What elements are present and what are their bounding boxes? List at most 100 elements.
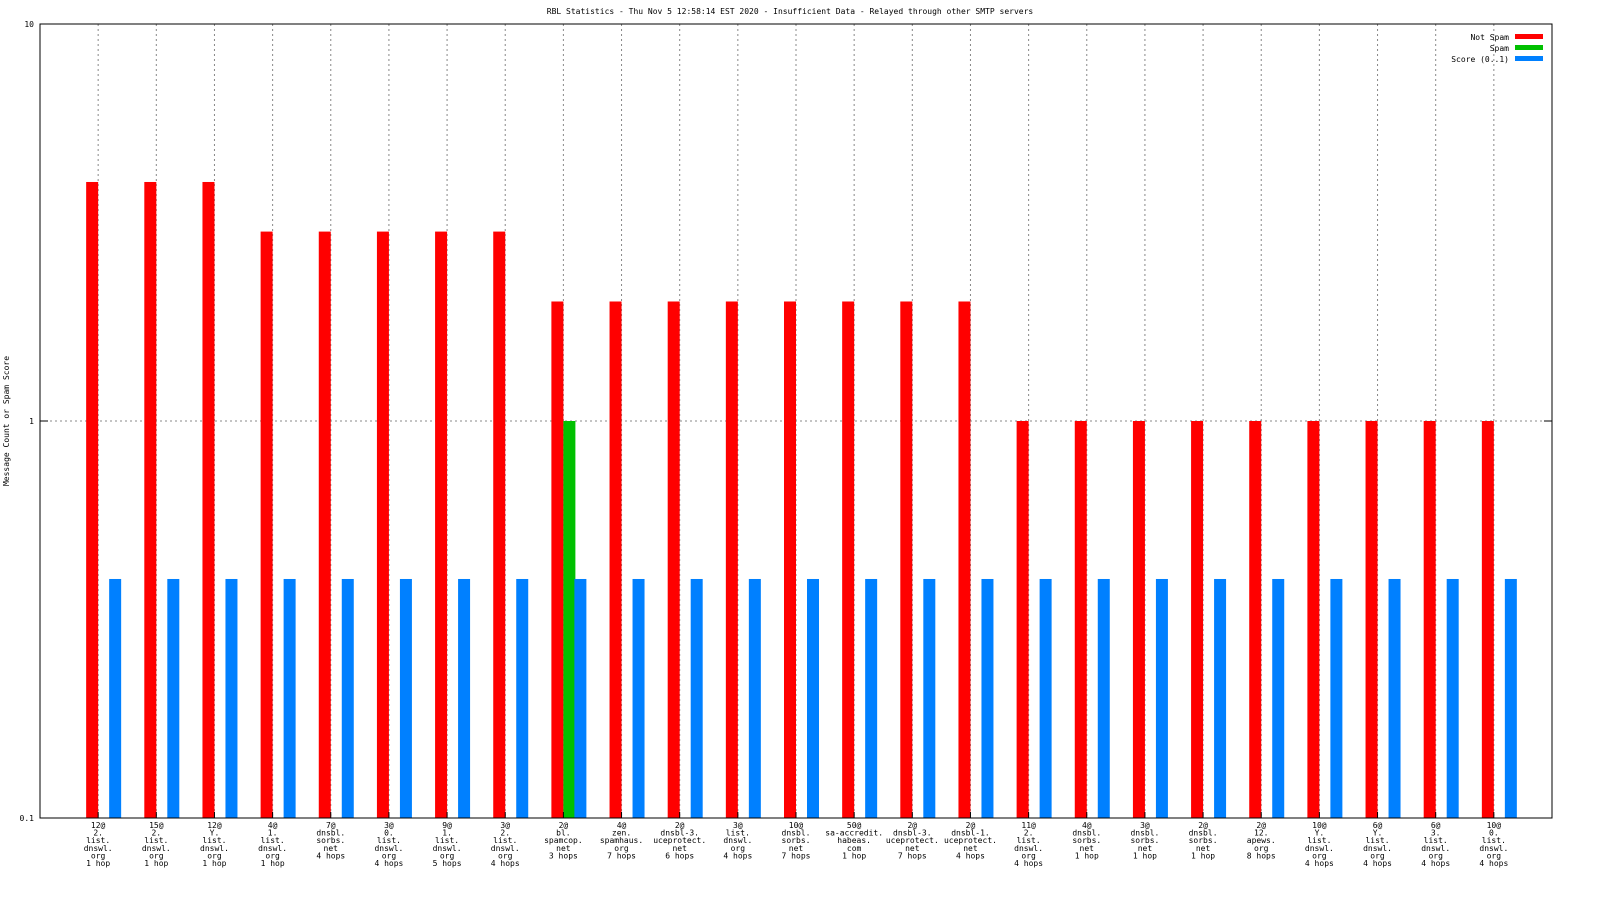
x-tick-label: sorbs. xyxy=(1189,836,1218,845)
x-tick-label: dnswl. xyxy=(258,844,287,853)
x-tick-label: uceprotect. xyxy=(944,836,997,845)
x-tick-label: 3@ xyxy=(733,821,743,830)
x-tick-label: 2@ xyxy=(907,821,917,830)
x-tick-label: dnswl. xyxy=(374,844,403,853)
bar xyxy=(1039,578,1052,818)
x-tick-label: 4 hops xyxy=(723,851,752,860)
legend-swatch xyxy=(1515,34,1543,39)
x-tick-label: 2@ xyxy=(1256,821,1266,830)
bar xyxy=(86,181,99,818)
x-tick-label: 1 hop xyxy=(202,859,226,868)
x-tick-label: com xyxy=(847,844,862,853)
bar xyxy=(784,301,796,818)
bar xyxy=(807,578,819,818)
bar xyxy=(900,301,913,818)
x-tick-label: apews. xyxy=(1247,836,1276,845)
bar xyxy=(144,181,157,818)
bar xyxy=(1016,421,1029,818)
bar xyxy=(399,578,412,818)
x-tick-label: org xyxy=(265,851,280,860)
legend-swatch xyxy=(1515,56,1543,61)
x-tick-label: dnsbl-3. xyxy=(893,829,932,838)
x-tick-label: dnsbl. xyxy=(316,829,345,838)
x-tick-label: org xyxy=(1428,851,1443,860)
bar xyxy=(1191,421,1204,818)
x-tick-label: org xyxy=(382,851,397,860)
x-tick-label: list. xyxy=(377,836,401,845)
x-tick-label: 11@ xyxy=(1021,821,1036,830)
bar xyxy=(1214,578,1227,818)
x-tick-label: uceprotect. xyxy=(653,836,706,845)
x-tick-label: 3@ xyxy=(500,821,510,830)
bar xyxy=(725,301,738,818)
x-tick-label: dnsbl-1. xyxy=(951,829,990,838)
x-tick-label: list. xyxy=(86,836,110,845)
bar xyxy=(225,578,238,818)
x-tick-label: dnswl. xyxy=(1479,844,1508,853)
x-tick-label: list. xyxy=(1482,836,1506,845)
x-tick-label: 1 hop xyxy=(144,859,168,868)
x-tick-label: 0. xyxy=(1489,829,1499,838)
x-tick-label: dnswl. xyxy=(200,844,229,853)
y-tick-label: 1 xyxy=(29,417,34,426)
x-tick-label: 0. xyxy=(384,829,394,838)
x-tick-label: org xyxy=(498,851,513,860)
x-tick-label: 4 hops xyxy=(1305,859,1334,868)
x-tick-label: org xyxy=(614,844,629,853)
x-tick-label: org xyxy=(1370,851,1385,860)
x-tick-label: 3@ xyxy=(1140,821,1150,830)
x-tick-label: dnswl. xyxy=(491,844,520,853)
x-tick-label: 1. xyxy=(268,829,278,838)
x-tick-label: 1 hop xyxy=(1075,851,1099,860)
x-tick-label: net xyxy=(789,844,804,853)
x-tick-label: 2@ xyxy=(559,821,569,830)
x-tick-label: Y. xyxy=(210,829,220,838)
x-tick-label: dnswl. xyxy=(1305,844,1334,853)
x-tick-label: 6@ xyxy=(1431,821,1441,830)
x-tick-label: 7 hops xyxy=(607,851,636,860)
x-tick-label: dnswl. xyxy=(433,844,462,853)
x-tick-label: dnsbl. xyxy=(1130,829,1159,838)
x-tick-label: 2@ xyxy=(966,821,976,830)
x-tick-label: org xyxy=(1254,844,1269,853)
bar xyxy=(1388,578,1401,818)
x-tick-label: org xyxy=(207,851,222,860)
x-tick-label: net xyxy=(963,844,978,853)
bar xyxy=(1365,421,1378,818)
x-tick-label: 12. xyxy=(1254,829,1268,838)
x-tick-label: sorbs. xyxy=(1130,836,1159,845)
x-tick-label: 6@ xyxy=(1373,821,1383,830)
legend-label: Score (0..1) xyxy=(1451,55,1509,64)
x-tick-label: 2@ xyxy=(1198,821,1208,830)
bar xyxy=(958,301,971,818)
x-tick-label: dnsbl-3. xyxy=(660,829,699,838)
plot-border xyxy=(39,23,1553,819)
bar xyxy=(574,578,587,818)
x-tick-label: org xyxy=(1312,851,1327,860)
x-tick-label: 7 hops xyxy=(782,851,811,860)
x-tick-label: 8 hops xyxy=(1247,851,1276,860)
x-tick-label: list. xyxy=(1017,836,1041,845)
x-tick-label: 4 hops xyxy=(956,851,985,860)
x-tick-label: 2. xyxy=(500,829,510,838)
x-tick-label: 4 hops xyxy=(1479,859,1508,868)
x-tick-label: org xyxy=(149,851,164,860)
x-tick-label: 2. xyxy=(93,829,103,838)
legend-swatch xyxy=(1515,45,1543,50)
x-tick-label: 10@ xyxy=(1487,821,1502,830)
x-tick-label: dnsbl. xyxy=(1072,829,1101,838)
x-tick-label: list. xyxy=(435,836,459,845)
bar xyxy=(1330,578,1343,818)
x-tick-label: dnsbl. xyxy=(782,829,811,838)
bar xyxy=(458,578,471,818)
x-tick-label: 1 hop xyxy=(1133,851,1157,860)
x-tick-label: sorbs. xyxy=(782,836,811,845)
x-tick-label: org xyxy=(731,844,746,853)
x-tick-label: org xyxy=(91,851,106,860)
x-tick-label: 4 hops xyxy=(1421,859,1450,868)
bar xyxy=(551,301,564,818)
bar xyxy=(563,421,576,818)
x-tick-label: 1 hop xyxy=(261,859,285,868)
x-tick-label: net xyxy=(905,844,920,853)
bar xyxy=(690,578,703,818)
